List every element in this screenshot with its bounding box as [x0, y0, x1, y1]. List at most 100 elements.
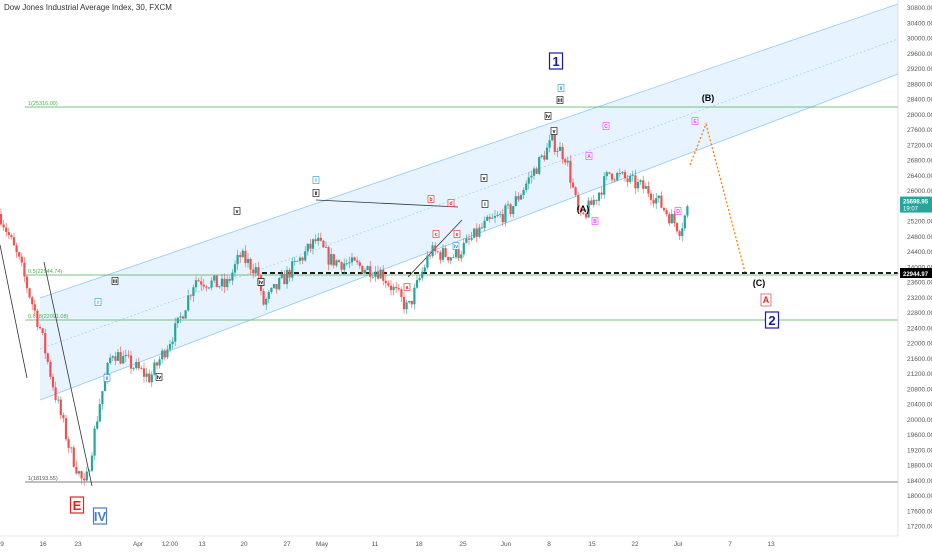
candle	[0, 208, 3, 227]
candle-body	[538, 156, 541, 174]
candle-body	[150, 374, 153, 383]
subwave-label-3: iv	[155, 373, 163, 381]
candle	[275, 283, 278, 294]
candle-body	[587, 200, 590, 218]
candle-body	[345, 263, 348, 265]
candle-body	[449, 257, 452, 261]
subwave-label-15: A	[585, 152, 593, 160]
price-axis[interactable]: 30800.00 30400.00 30000.00 29600.00 29200.00…	[897, 0, 932, 536]
candle	[605, 170, 608, 181]
candle-body	[428, 255, 432, 257]
candle-body	[88, 470, 91, 472]
candle	[241, 248, 244, 258]
candle-body	[363, 270, 367, 274]
candle-body	[272, 284, 276, 288]
candle-body	[80, 471, 83, 479]
candle-body	[408, 300, 411, 303]
candle-body	[467, 238, 471, 240]
candle	[665, 208, 668, 217]
candle	[324, 241, 328, 248]
candle-body	[605, 172, 608, 177]
price-tick-label: 17600.00	[907, 508, 932, 515]
subwave-label-12-box	[432, 230, 440, 238]
candle-body	[545, 147, 549, 160]
candle-body	[655, 198, 658, 204]
candle	[12, 232, 16, 246]
candle-body	[444, 248, 447, 257]
candle-body	[616, 172, 619, 181]
candle	[330, 248, 333, 267]
subwave-label-14-text: e	[456, 232, 459, 238]
candle-body	[319, 237, 322, 241]
candle	[369, 261, 372, 283]
candle-body	[514, 196, 517, 207]
candle	[538, 156, 541, 176]
candle	[59, 396, 62, 420]
candle-body	[293, 261, 296, 262]
candle	[683, 214, 686, 231]
candle-body	[670, 213, 673, 224]
trendline-1	[0, 244, 28, 379]
candle	[174, 317, 177, 346]
candle-body	[452, 257, 455, 259]
candle-body	[564, 159, 567, 163]
wave-labels: 12EIVA(A)(B)(C)iiiiiiivviiiiiiivvabcdeAB…	[69, 52, 780, 525]
candle	[127, 350, 130, 359]
candle-body	[662, 207, 666, 211]
candle-body	[324, 247, 328, 248]
candle	[504, 203, 507, 227]
candle-body	[155, 362, 159, 366]
candle	[332, 253, 335, 269]
candle-body	[119, 352, 122, 364]
candle-body	[174, 323, 177, 342]
candle-body	[114, 356, 117, 361]
candle	[519, 193, 523, 200]
candle	[317, 232, 320, 246]
candle	[486, 214, 489, 221]
candle-body	[228, 279, 231, 281]
candle	[207, 287, 211, 290]
candle	[670, 208, 673, 224]
candle	[132, 366, 135, 372]
candle	[530, 170, 533, 184]
subwave-label-5-text: i	[315, 178, 317, 184]
subwave-label-10: a	[403, 283, 411, 291]
candle	[96, 416, 99, 431]
time-tick-label: 13	[767, 541, 775, 548]
subwave-label-9: v	[480, 174, 488, 182]
wave-label-1-text: 1	[552, 54, 559, 69]
candle-body	[379, 269, 382, 279]
candle	[353, 256, 356, 261]
channel-upper-line	[39, 3, 899, 299]
candle-body	[532, 168, 536, 176]
candle-body	[447, 256, 450, 261]
candle-body	[12, 237, 16, 246]
candle	[337, 258, 341, 263]
candle-body	[462, 242, 465, 255]
candle-body	[488, 216, 491, 219]
candle	[600, 187, 603, 200]
candle-body	[384, 280, 387, 284]
subwave-label-4-text: v	[236, 209, 239, 215]
candle-body	[122, 356, 125, 364]
candle-body	[31, 297, 34, 305]
candle	[28, 287, 31, 300]
price-tick-label: 28400.00	[907, 97, 932, 104]
candle-body	[387, 283, 390, 286]
candle	[23, 257, 26, 283]
subwave-label-12-text: c	[435, 232, 438, 238]
subwave-label-13-text: d	[449, 201, 452, 207]
candle-body	[647, 186, 650, 194]
candle	[652, 194, 655, 208]
candle-body	[558, 146, 562, 151]
candle-body	[493, 216, 497, 218]
candle	[431, 242, 434, 258]
candle	[38, 324, 42, 330]
time-tick-label: 22	[631, 541, 639, 548]
candle	[85, 466, 88, 483]
candle	[379, 267, 382, 279]
candle	[626, 175, 629, 188]
time-axis[interactable]: 9 16 23 Apr 12:00 13 20 27 May 11 18 25 Jun 8 15 22 Jul 7…	[0, 535, 932, 550]
